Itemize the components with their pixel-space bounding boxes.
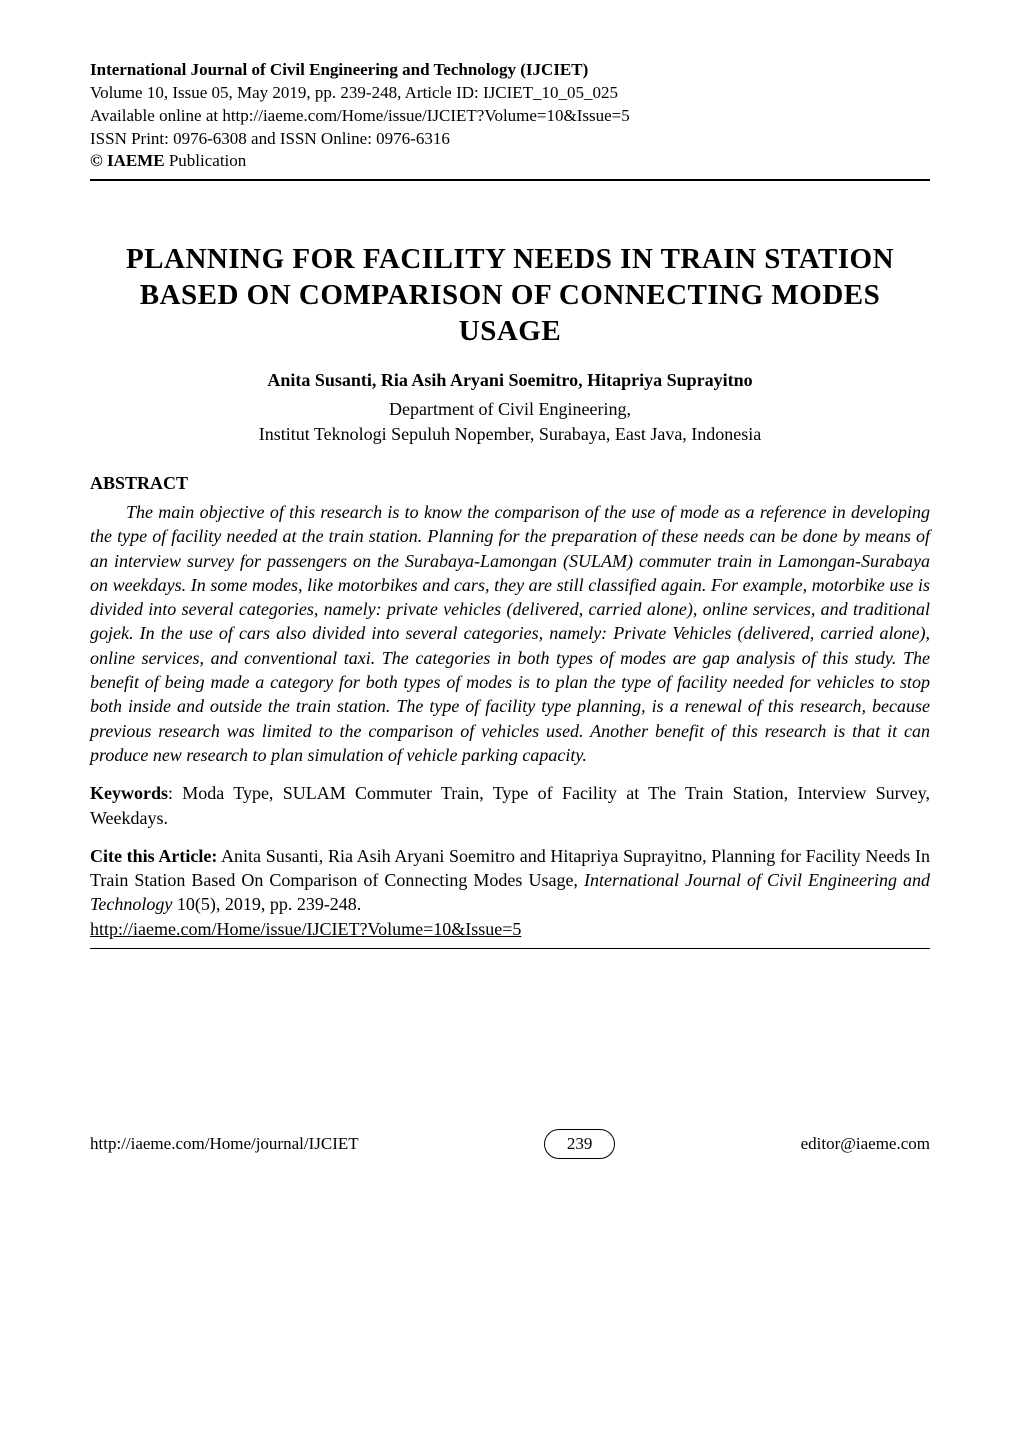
affiliation: Department of Civil Engineering, Institu… bbox=[90, 397, 930, 447]
copyright-bold: © IAEME bbox=[90, 151, 165, 170]
affiliation-line-1: Department of Civil Engineering, bbox=[90, 397, 930, 422]
footer-left-url: http://iaeme.com/Home/journal/IJCIET bbox=[90, 1134, 359, 1154]
keywords-label: Keywords bbox=[90, 783, 168, 803]
cite-block: Cite this Article: Anita Susanti, Ria As… bbox=[90, 844, 930, 917]
journal-volume-issue: Volume 10, Issue 05, May 2019, pp. 239-2… bbox=[90, 82, 930, 105]
copyright-rest: Publication bbox=[165, 151, 247, 170]
journal-name: International Journal of Civil Engineeri… bbox=[90, 60, 930, 80]
abstract-heading: ABSTRACT bbox=[90, 473, 930, 494]
cite-label: Cite this Article: bbox=[90, 846, 217, 866]
header-divider bbox=[90, 179, 930, 181]
cite-divider bbox=[90, 948, 930, 949]
journal-issn: ISSN Print: 0976-6308 and ISSN Online: 0… bbox=[90, 128, 930, 151]
page-number-badge: 239 bbox=[544, 1129, 616, 1159]
affiliation-line-2: Institut Teknologi Sepuluh Nopember, Sur… bbox=[90, 422, 930, 447]
cite-link: http://iaeme.com/Home/issue/IJCIET?Volum… bbox=[90, 919, 930, 940]
authors: Anita Susanti, Ria Asih Aryani Soemitro,… bbox=[90, 370, 930, 391]
abstract-body: The main objective of this research is t… bbox=[90, 500, 930, 767]
journal-available-online: Available online at http://iaeme.com/Hom… bbox=[90, 105, 930, 128]
keywords-text: : Moda Type, SULAM Commuter Train, Type … bbox=[90, 783, 930, 827]
paper-title: PLANNING FOR FACILITY NEEDS IN TRAIN STA… bbox=[90, 241, 930, 350]
cite-suffix: 10(5), 2019, pp. 239-248. bbox=[172, 894, 361, 914]
journal-header: International Journal of Civil Engineeri… bbox=[90, 60, 930, 171]
page-footer: http://iaeme.com/Home/journal/IJCIET 239… bbox=[90, 1129, 930, 1159]
journal-copyright: © IAEME Publication bbox=[90, 151, 930, 171]
footer-right-email: editor@iaeme.com bbox=[801, 1134, 930, 1154]
keywords-block: Keywords: Moda Type, SULAM Commuter Trai… bbox=[90, 781, 930, 830]
